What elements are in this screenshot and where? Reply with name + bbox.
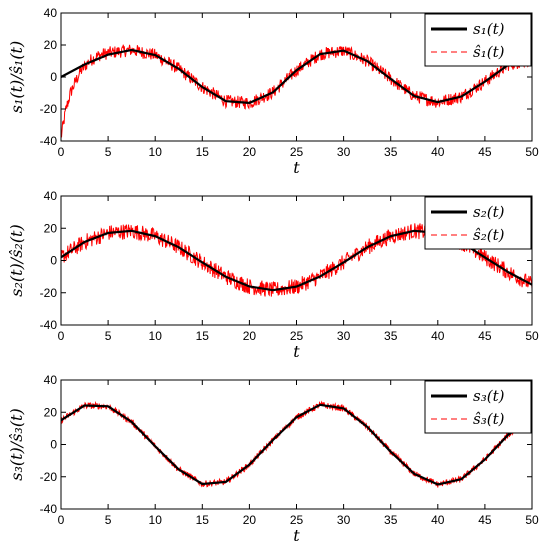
x-tick-label: 45 [478,513,492,527]
x-tick-label: 30 [337,145,351,159]
y-tick-label: -20 [40,286,58,300]
x-tick-label: 30 [337,329,351,343]
y-tick-label: 20 [44,38,58,52]
x-tick-label: 5 [105,145,112,159]
x-tick-label: 10 [149,329,163,343]
x-tick-label: 40 [431,513,445,527]
y-tick-label: 40 [44,189,58,203]
chart-panel-3: 0 5 10 15 20 25 30 35 40 45 50 40 20 0 -20 -40 t s₃(t)/ŝ₃… [7,373,539,545]
x-tick-label: 5 [105,513,112,527]
y-tick-label: -20 [40,102,58,116]
x-tick-label: 40 [431,329,445,343]
y-tick-label: 0 [50,438,57,452]
x-tick-label: 50 [525,329,539,343]
x-tick-label: 0 [58,513,65,527]
y-tick-label: -40 [40,134,58,148]
legend-label-2: ŝ₂(t) [473,226,505,244]
y-tick-label: 0 [50,70,57,84]
y-axis-label: s₂(t)/ŝ₂(t) [7,224,26,296]
legend-box [424,380,532,434]
x-axis-label: t [293,158,300,177]
x-tick-label: 20 [243,513,257,527]
legend-box [424,13,532,67]
x-tick-label: 35 [384,145,398,159]
legend-label-1: s₂(t) [473,203,505,221]
x-tick-label: 25 [290,513,304,527]
chart-panel-1: 0 5 10 15 20 25 30 35 40 45 50 40 20 0 -20 -40 t s₁(t)/ŝ₁… [7,6,539,177]
x-tick-label: 15 [196,513,210,527]
x-tick-label: 45 [478,329,492,343]
x-tick-label: 35 [384,513,398,527]
series-line-1 [61,48,532,105]
x-tick-label: 50 [525,145,539,159]
legend-label-1: s₃(t) [473,387,505,405]
y-axis-label: s₁(t)/ŝ₁(t) [7,41,26,113]
x-tick-label: 10 [149,513,163,527]
x-axis-label: t [293,526,300,545]
legend-label-2: ŝ₃(t) [473,410,505,428]
x-tick-label: 40 [431,145,445,159]
legend-label-2: ŝ₁(t) [473,43,505,61]
x-tick-label: 25 [290,145,304,159]
x-tick-label: 35 [384,329,398,343]
x-tick-label: 15 [196,329,210,343]
series-line-1 [61,403,532,486]
legend: s₃(t) ŝ₃(t) [424,380,532,434]
y-tick-label: 20 [44,221,58,235]
series-line-2 [61,400,532,488]
x-tick-label: 20 [243,329,257,343]
x-tick-label: 20 [243,145,257,159]
y-tick-label: 40 [44,6,58,20]
x-tick-label: 15 [196,145,210,159]
x-axis-label: t [293,342,300,361]
x-tick-label: 45 [478,145,492,159]
y-tick-label: -40 [40,502,58,516]
x-tick-label: 10 [149,145,163,159]
y-tick-label: -20 [40,470,58,484]
legend-label-1: s₁(t) [473,20,505,38]
legend: s₂(t) ŝ₂(t) [424,196,532,250]
y-tick-label: 40 [44,373,58,387]
x-tick-label: 5 [105,329,112,343]
y-tick-label: 20 [44,405,58,419]
x-tick-label: 50 [525,513,539,527]
y-axis-label: s₃(t)/ŝ₃(t) [7,408,26,480]
chart-panel-2: 0 5 10 15 20 25 30 35 40 45 50 40 20 0 -20 -40 t s₂(t)/ŝ₂… [7,189,539,361]
x-tick-label: 0 [58,329,65,343]
legend: s₁(t) ŝ₁(t) [424,13,532,67]
x-tick-label: 0 [58,145,65,159]
legend-box [424,196,532,250]
x-tick-label: 25 [290,329,304,343]
y-tick-label: -40 [40,318,58,332]
y-tick-label: 0 [50,254,57,268]
x-tick-label: 30 [337,513,351,527]
